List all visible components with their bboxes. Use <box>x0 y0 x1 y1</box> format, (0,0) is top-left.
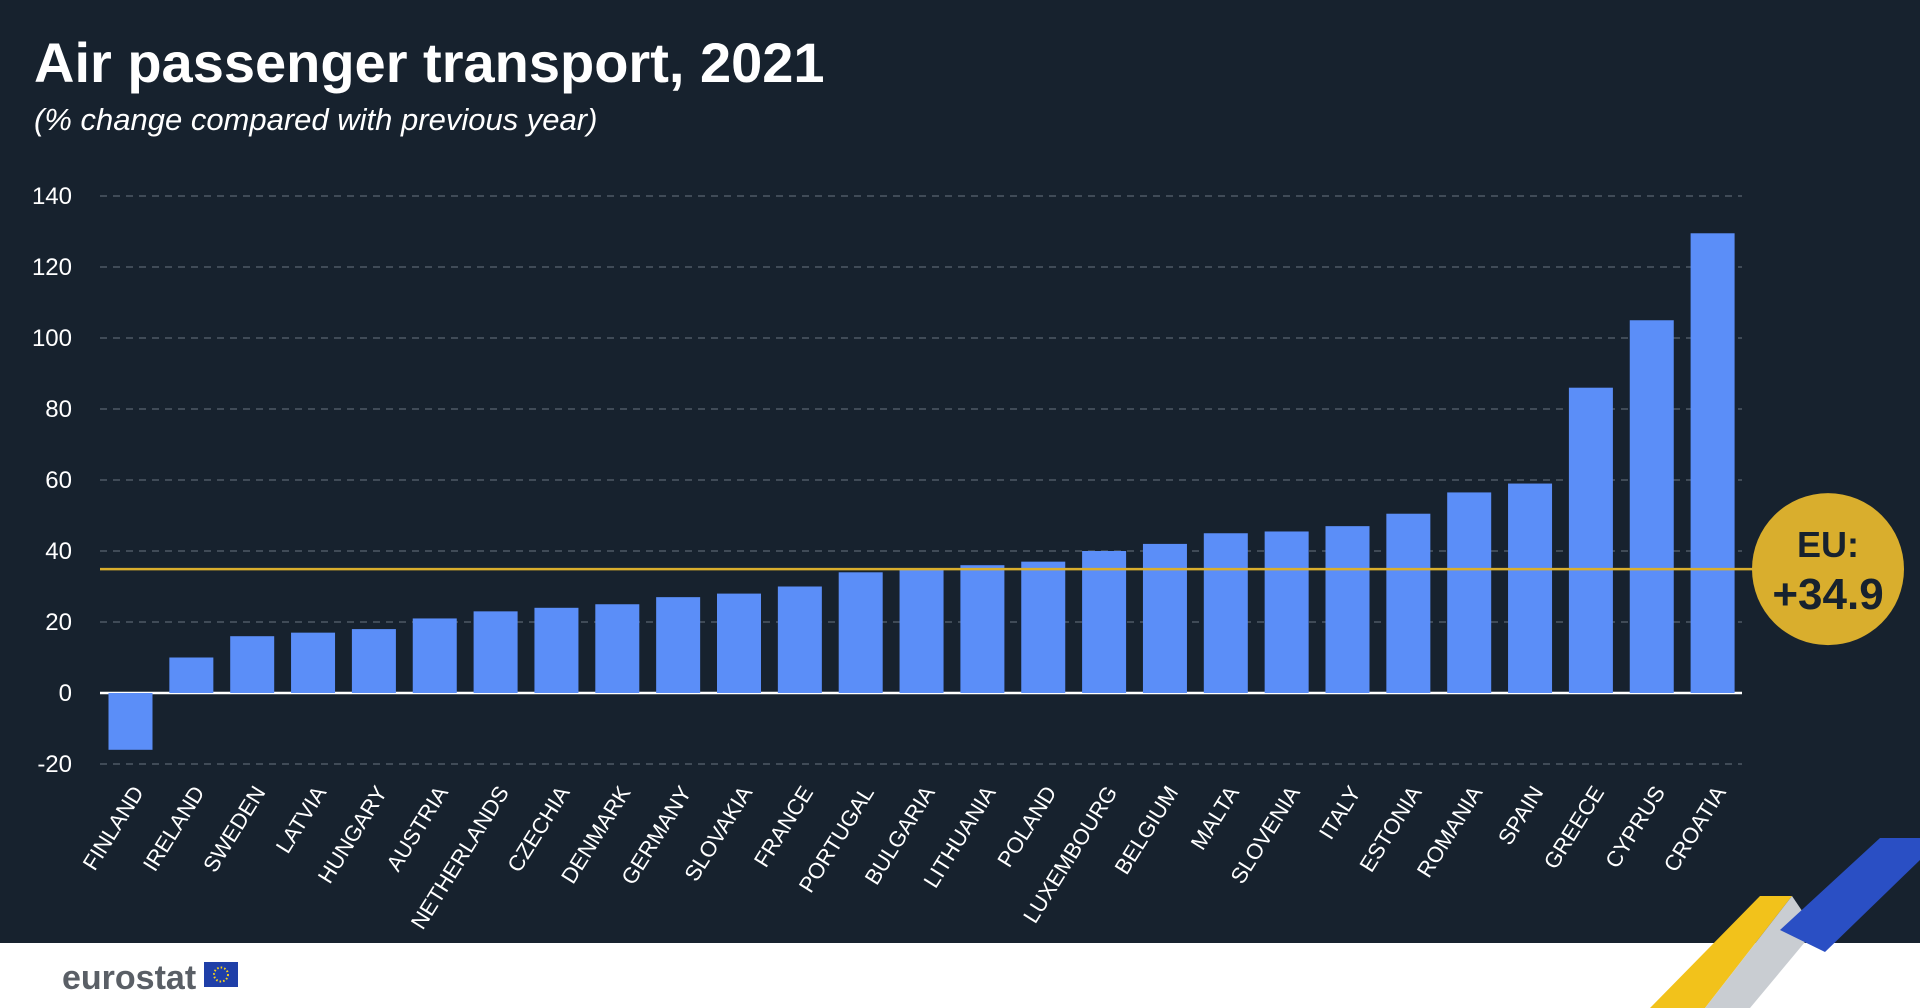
bar-estonia <box>1386 513 1431 693</box>
bar-finland <box>108 693 153 750</box>
bar-slovenia <box>1264 531 1309 693</box>
bar-netherlands <box>473 611 518 693</box>
y-tick-label: 100 <box>32 325 72 352</box>
bar-latvia <box>291 632 336 693</box>
y-tick-label: 20 <box>45 609 72 636</box>
x-tick-label: CYPRUS <box>1600 781 1670 872</box>
y-tick-label: -20 <box>37 751 72 778</box>
eu-badge <box>1752 493 1904 646</box>
eu-badge-label: EU: <box>1797 524 1859 565</box>
y-tick-label: 60 <box>45 467 72 494</box>
bar-germany <box>656 597 701 693</box>
bar-austria <box>412 618 457 693</box>
bar-greece <box>1568 387 1613 693</box>
y-tick-label: 140 <box>32 183 72 210</box>
bar-lithuania <box>960 565 1005 693</box>
bars <box>108 233 1735 750</box>
footer-band <box>0 943 1920 1008</box>
eu-badge-value: +34.9 <box>1772 570 1883 619</box>
y-tick-label: 0 <box>59 680 72 707</box>
bar-czechia <box>534 607 579 693</box>
x-tick-label: MALTA <box>1186 781 1245 854</box>
corner-decoration-icon <box>1650 838 1920 1008</box>
x-tick-label: FRANCE <box>749 781 818 871</box>
bar-poland <box>1021 561 1066 693</box>
bar-denmark <box>595 604 640 693</box>
bar-belgium <box>1142 543 1187 693</box>
y-tick-label: 120 <box>32 254 72 281</box>
x-tick-label: GREECE <box>1539 781 1609 873</box>
x-tick-label: ITALY <box>1314 781 1366 844</box>
x-tick-label: CROATIA <box>1659 781 1731 876</box>
bar-france <box>777 586 822 693</box>
bar-ireland <box>169 657 214 693</box>
chart-title: Air passenger transport, 2021 <box>34 31 825 94</box>
bar-bulgaria <box>899 568 944 693</box>
bar-luxembourg <box>1082 551 1127 693</box>
bar-romania <box>1447 492 1492 693</box>
x-tick-label: LATVIA <box>271 781 332 857</box>
eu-flag-icon <box>204 962 238 987</box>
bar-italy <box>1325 526 1370 693</box>
bar-malta <box>1203 533 1248 693</box>
chart-subtitle: (% change compared with previous year) <box>34 102 597 137</box>
bar-cyprus <box>1629 320 1674 693</box>
y-tick-label: 40 <box>45 538 72 565</box>
bar-sweden <box>230 636 275 693</box>
bar-slovakia <box>717 593 761 693</box>
x-tick-label: POLAND <box>992 781 1061 871</box>
y-axis-ticks: -20 0 20 40 60 80 100 120 140 <box>32 183 72 778</box>
eurostat-logo: eurostat <box>62 959 196 997</box>
bar-spain <box>1508 483 1553 693</box>
bar-croatia <box>1690 233 1735 693</box>
y-tick-label: 80 <box>45 396 72 423</box>
eu-reference: EU: +34.9 <box>100 493 1904 646</box>
bar-hungary <box>351 629 396 693</box>
x-tick-label: SPAIN <box>1493 781 1548 849</box>
bar-portugal <box>838 572 883 693</box>
